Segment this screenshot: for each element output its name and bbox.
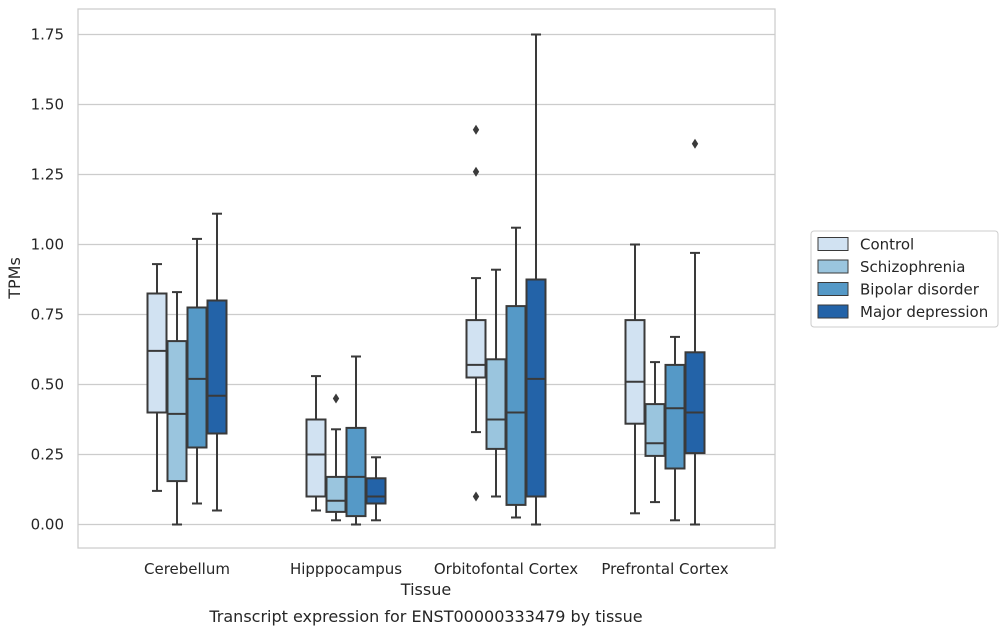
- box-schizophrenia-2: [485, 268, 507, 498]
- series-major-depression: [206, 33, 706, 526]
- box-bipolar-disorder-2: [505, 226, 527, 519]
- box-major-depression-1: [365, 456, 387, 522]
- iqr-box: [664, 363, 686, 470]
- iqr-box: [166, 340, 188, 483]
- box-bipolar-disorder-3: [664, 335, 686, 522]
- y-tick-label: 0.50: [31, 376, 64, 394]
- iqr-box: [365, 477, 387, 505]
- x-axis-label: Tissue: [400, 580, 451, 599]
- iqr-box: [525, 278, 547, 498]
- outlier-point: [691, 138, 699, 149]
- series-control: [146, 124, 646, 515]
- outlier-point: [472, 124, 480, 135]
- iqr-box: [325, 475, 347, 513]
- series-bipolar-disorder: [186, 226, 686, 526]
- box-control-2: [465, 124, 487, 502]
- y-tick-label: 1.75: [31, 26, 64, 44]
- legend-item: Bipolar disorder: [817, 281, 980, 299]
- box-control-1: [305, 375, 327, 512]
- box-bipolar-disorder-1: [345, 355, 367, 526]
- legend-label: Control: [860, 236, 914, 254]
- box-control-3: [624, 243, 646, 515]
- iqr-box: [146, 292, 168, 414]
- y-tick-label: 1.50: [31, 96, 64, 114]
- iqr-box: [624, 319, 646, 425]
- box-major-depression-3: [684, 138, 706, 526]
- box-schizophrenia-0: [166, 291, 188, 526]
- y-tick-label: 0.00: [31, 516, 64, 534]
- x-tick-label: Hipppocampus: [290, 560, 402, 578]
- legend: Control Schizophrenia Bipolar disorder Majo…: [810, 230, 999, 328]
- legend-frame: [810, 230, 999, 328]
- box-bipolar-disorder-0: [186, 237, 208, 505]
- outlier-point: [472, 491, 480, 502]
- iqr-box: [186, 306, 208, 449]
- y-tick-label: 1.25: [31, 166, 64, 184]
- iqr-box: [644, 403, 666, 457]
- x-tick-label: Orbitofontal Cortex: [434, 560, 578, 578]
- iqr-box: [465, 319, 487, 379]
- legend-swatch: [817, 282, 849, 296]
- legend-swatch: [817, 304, 849, 319]
- series-schizophrenia: [166, 268, 666, 526]
- y-axis-ticks: 0.00 0.25 0.50 0.75 1.00 1.25 1.50 1.75: [31, 26, 64, 534]
- legend-label: Schizophrenia: [860, 258, 965, 276]
- x-axis-ticks: Cerebellum Hipppocampus Orbitofontal Corte…: [144, 560, 729, 578]
- y-tick-label: 0.75: [31, 306, 64, 324]
- outlier-point: [332, 393, 340, 404]
- box-major-depression-2: [525, 33, 547, 526]
- chart-caption: Transcript expression for ENST0000033347…: [208, 607, 642, 626]
- y-axis-label: TPMs: [5, 257, 24, 300]
- box-plots: [146, 33, 706, 526]
- box-schizophrenia-1: [325, 393, 347, 522]
- iqr-box: [206, 299, 228, 435]
- box-control-0: [146, 263, 168, 492]
- x-tick-label: Cerebellum: [144, 560, 230, 578]
- iqr-box: [505, 305, 527, 506]
- x-tick-label: Prefrontal Cortex: [601, 560, 728, 578]
- box-major-depression-0: [206, 212, 228, 512]
- legend-swatch: [817, 259, 849, 274]
- box-schizophrenia-3: [644, 361, 666, 504]
- legend-label: Major depression: [860, 303, 988, 321]
- legend-item: Control: [817, 236, 914, 254]
- outlier-point: [472, 166, 480, 177]
- plot-frame: [77, 8, 776, 549]
- iqr-box: [345, 426, 367, 518]
- legend-label: Bipolar disorder: [860, 281, 980, 299]
- legend-item: Schizophrenia: [817, 258, 965, 276]
- iqr-box: [485, 358, 507, 450]
- legend-swatch: [817, 237, 849, 251]
- y-tick-label: 1.00: [31, 236, 64, 254]
- iqr-box: [684, 351, 706, 455]
- legend-item: Major depression: [817, 303, 988, 321]
- iqr-box: [305, 418, 327, 498]
- y-tick-label: 0.25: [31, 446, 64, 464]
